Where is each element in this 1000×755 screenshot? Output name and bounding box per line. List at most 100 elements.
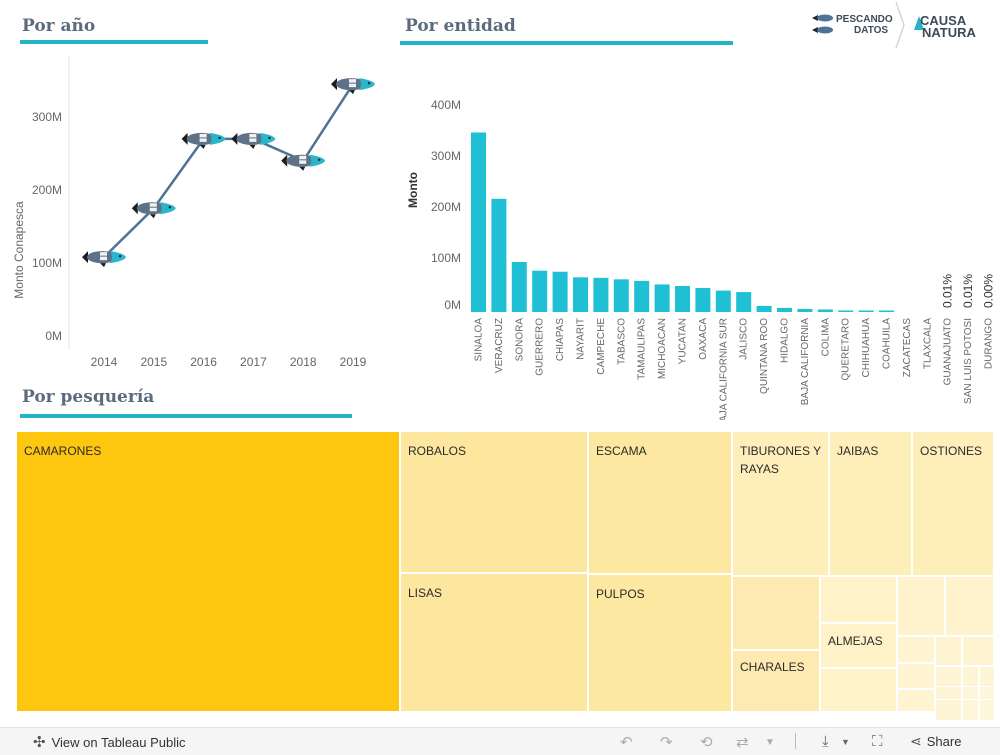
share-button[interactable]: ⋖ Share (910, 733, 961, 751)
pescando-line2: DATOS (854, 25, 888, 36)
bar[interactable] (695, 288, 711, 312)
fullscreen-icon[interactable]: ⛶ (872, 733, 883, 750)
treemap-label: TIBURONES Y RAYAS (740, 444, 821, 476)
bar[interactable] (838, 310, 854, 312)
x-tick-label: ZACATECAS (902, 318, 913, 378)
treemap-cell-minor[interactable] (945, 576, 994, 636)
treemap-cell-minor[interactable] (820, 576, 897, 623)
fish-icon[interactable] (131, 202, 176, 219)
y-tick-labels: 0M 100M 200M 300M 400M (431, 98, 461, 312)
x-tick-label: COAHUILA (882, 318, 893, 369)
treemap-cell-robalos[interactable]: ROBALOS (400, 431, 588, 573)
treemap-cell-minor[interactable] (897, 689, 935, 712)
x-tick-label: QUERETARO (841, 318, 852, 381)
bar[interactable] (736, 292, 752, 312)
treemap-cell-pulpos[interactable]: PULPOS (588, 574, 732, 712)
bars (471, 132, 894, 312)
treemap-by-fishery: CAMARONES ROBALOS LISAS ESCAMA PULPOS TI… (16, 431, 995, 721)
x-tick-label: HIDALGO (780, 318, 791, 363)
x-tick-label: OAXACA (698, 318, 709, 360)
treemap-cell-minor[interactable] (732, 576, 820, 650)
y-tick-label: 200M (431, 200, 461, 214)
bar[interactable] (552, 271, 568, 312)
bar[interactable] (511, 262, 527, 312)
bar[interactable] (532, 270, 548, 312)
bar[interactable] (756, 305, 772, 312)
treemap-cell-charales[interactable]: CHARALES (732, 650, 820, 712)
x-tick-label: BAJA CALIFORNIA SUR (718, 318, 729, 420)
x-tick-label: 2014 (91, 355, 118, 369)
bar[interactable] (471, 132, 486, 312)
treemap-cell-escama[interactable]: ESCAMA (588, 431, 732, 574)
treemap-cell-lisas[interactable]: LISAS (400, 573, 588, 712)
treemap-label: ROBALOS (408, 444, 467, 458)
fish-icon[interactable] (281, 154, 326, 171)
treemap-cell-minor[interactable] (820, 668, 897, 712)
chevron-down-icon[interactable]: ▼ (841, 737, 850, 747)
treemap-cell-minor[interactable] (979, 666, 995, 688)
treemap-cell-minor[interactable] (935, 636, 962, 666)
view-on-tableau-link[interactable]: ✣ View on Tableau Public (33, 733, 186, 752)
treemap-cell-minor[interactable] (962, 636, 994, 666)
bar[interactable] (797, 308, 813, 312)
y-tick-label: 400M (431, 98, 461, 112)
x-tick-label: TLAXCALA (922, 318, 933, 369)
refresh-icon[interactable]: ⇄ (736, 734, 749, 751)
redo-icon[interactable]: ↷ (660, 734, 673, 751)
bar[interactable] (634, 280, 650, 312)
bar[interactable] (879, 310, 894, 313)
x-tick-labels: SINALOA VERACRUZ SONORA GUERRERO CHIAPAS NAYA… (474, 318, 995, 420)
y-tick-label: 100M (431, 251, 461, 265)
section-title-by-year: Por año (22, 16, 96, 36)
bar[interactable] (715, 290, 731, 312)
treemap-cell-ostiones[interactable]: OSTIONES (912, 431, 994, 576)
treemap-cell-almejas[interactable]: ALMEJAS (820, 623, 897, 668)
x-tick-label: DURANGO (984, 318, 995, 369)
treemap-cell-minor[interactable] (979, 699, 995, 721)
treemap-cell-minor[interactable] (962, 699, 979, 721)
x-tick-label: NAYARIT (576, 318, 587, 360)
x-tick-label: YUCATAN (678, 318, 689, 364)
logos: PESCANDO DATOS CAUSA NATURA (808, 0, 1000, 50)
fish-icon[interactable] (231, 132, 276, 149)
treemap-cell-tiburones-y-rayas[interactable]: TIBURONES Y RAYAS (732, 431, 829, 576)
x-tick-label: TABASCO (616, 318, 627, 365)
revert-icon[interactable]: ⟲ (700, 734, 713, 751)
x-tick-labels: 2014 2015 2016 2017 2018 2019 (91, 355, 367, 369)
x-tick-label: BAJA CALIFORNIA (800, 318, 811, 406)
treemap-cell-jaibas[interactable]: JAIBAS (829, 431, 912, 576)
x-tick-label: GUANAJUATO (943, 318, 954, 386)
fish-icon[interactable] (181, 132, 226, 149)
treemap-cell-camarones[interactable]: CAMARONES (16, 431, 400, 712)
bar[interactable] (858, 310, 874, 313)
bar[interactable] (491, 198, 507, 312)
undo-icon[interactable]: ↶ (620, 734, 633, 751)
treemap-cell-minor[interactable] (935, 699, 962, 721)
treemap-cell-minor[interactable] (962, 666, 979, 688)
bar[interactable] (593, 277, 609, 312)
chevron-down-icon[interactable]: ▼ (765, 737, 775, 748)
bar[interactable] (654, 284, 670, 312)
treemap-label: JAIBAS (837, 444, 879, 458)
y-tick-label: 200M (32, 183, 62, 197)
bar[interactable] (573, 277, 588, 312)
download-icon[interactable]: ⤓ (822, 733, 829, 750)
treemap-cell-minor[interactable] (897, 636, 935, 663)
treemap-cell-minor[interactable] (935, 666, 962, 688)
title-underline (400, 41, 733, 45)
data-label: 0.00% (982, 274, 996, 308)
x-tick-label: SINALOA (474, 318, 485, 362)
treemap-cell-minor[interactable] (897, 576, 945, 636)
bar[interactable] (613, 279, 629, 312)
title-underline (20, 414, 352, 418)
title-underline (20, 40, 208, 44)
bar[interactable] (817, 309, 833, 312)
bar[interactable] (777, 307, 792, 312)
fish-icon[interactable] (331, 78, 375, 95)
treemap-cell-minor[interactable] (897, 663, 935, 689)
x-tick-label: MICHOACAN (657, 318, 668, 379)
fish-icon[interactable] (82, 251, 126, 268)
bar[interactable] (675, 285, 690, 312)
bar-chart-by-entity: Monto 0M 100M 200M 300M 400M SINALOA VERACRUZ… (406, 98, 996, 420)
toolbar-divider (795, 733, 796, 749)
